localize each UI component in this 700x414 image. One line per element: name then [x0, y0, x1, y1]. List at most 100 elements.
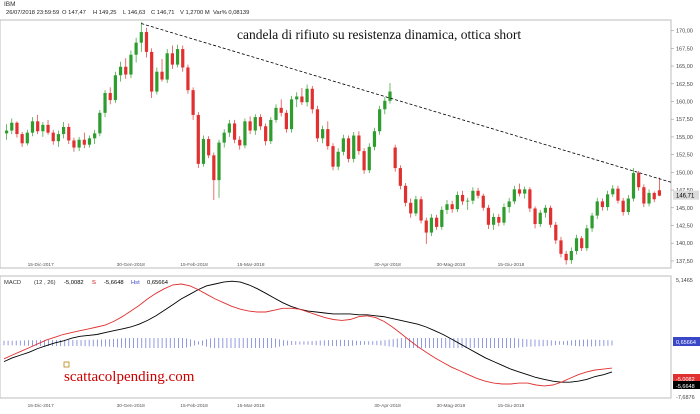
candle-body [497, 216, 501, 223]
candle [150, 48, 154, 98]
candle-body [367, 146, 371, 171]
macd-line [3, 280, 613, 383]
candle-body [357, 135, 361, 152]
candle [144, 27, 149, 58]
macd-value: -5,0082 [64, 280, 84, 286]
candle-body [310, 88, 314, 110]
candle-body [440, 209, 444, 227]
candle-body [217, 142, 221, 181]
candle-body [569, 250, 573, 261]
price-y-tick-label: 137,50 [676, 259, 693, 265]
candle-body [274, 107, 278, 120]
candle [108, 87, 112, 105]
candle [631, 168, 636, 202]
candle [595, 197, 599, 220]
candle [93, 129, 97, 144]
macd-x-tick-label: 15-Dic-2017 [28, 403, 54, 409]
candle-body [637, 173, 641, 188]
candle [4, 124, 9, 140]
candle [445, 199, 449, 215]
candle [191, 87, 195, 120]
last-price-tag: 146,71 [673, 190, 699, 200]
price-y-tick-label: 165,00 [676, 64, 693, 70]
header-datetime: 26/07/2018 23:59:59 [6, 10, 59, 16]
candle [398, 165, 402, 190]
candle [605, 190, 610, 211]
resistance-trendline [141, 23, 672, 183]
macd-y-tick-label: 0,65664 [676, 340, 696, 346]
candle-body [466, 200, 470, 202]
candle-body [25, 132, 29, 144]
candle-body [124, 66, 128, 75]
candle-body [144, 32, 149, 52]
candle-body [590, 215, 594, 229]
candle-body [15, 122, 19, 135]
price-x-tick-label: 15-Feb-2018 [180, 262, 208, 268]
macd-value-tag-bg [673, 374, 700, 382]
candle-body [232, 123, 237, 140]
candle [289, 95, 294, 133]
candle [51, 129, 55, 145]
candle [269, 117, 273, 144]
candle [652, 191, 656, 203]
candle [346, 135, 351, 163]
candle [196, 112, 200, 169]
candle-body [574, 238, 579, 251]
candle [580, 236, 584, 251]
candle-body [554, 224, 558, 241]
candle-body [523, 189, 527, 194]
price-x-axis: 15-Dic-2017 30-Gen-2018 15-Feb-2018 15-Mar-… [28, 262, 525, 268]
candle-body [388, 91, 392, 101]
macd-x-tick-label: 30-Apr-2018 [374, 403, 401, 409]
candle-body [435, 217, 439, 227]
candle [637, 170, 641, 191]
macd-value-tag-bg [673, 381, 700, 389]
candle-body [585, 228, 589, 249]
candle-body [538, 212, 542, 225]
price-x-tick-label: 15-Dic-2017 [28, 262, 54, 268]
price-y-tick-label: 150,00 [676, 170, 693, 176]
candle [429, 214, 434, 237]
candle [450, 200, 454, 213]
macd-params: (12 , 26) [34, 280, 56, 286]
candle [279, 99, 283, 117]
price-panel-frame [0, 19, 672, 269]
candle [274, 104, 278, 123]
candle [232, 119, 237, 144]
candle-body [248, 121, 252, 131]
header-readout: 26/07/2018 23:59:59 O 147,47 H 149,25 L … [6, 10, 249, 16]
price-candles [4, 22, 662, 265]
candle-body [450, 204, 454, 210]
candle-body [471, 190, 475, 201]
candle-body [258, 117, 263, 127]
candle [67, 123, 71, 144]
candle [41, 122, 45, 137]
candle-body [284, 112, 288, 130]
candle-body [647, 192, 651, 204]
macd-title: MACD [4, 280, 21, 286]
candle [657, 177, 662, 197]
macd-x-tick-label: 30-Mag-2018 [437, 403, 466, 409]
candle [222, 129, 226, 148]
macd-hist-label: Hst [131, 280, 140, 286]
candle-body [289, 99, 294, 130]
candle-body [424, 220, 428, 233]
candle-body [419, 199, 423, 221]
candle-body [455, 195, 459, 210]
candle-body [191, 90, 195, 115]
macd-signal-value: -5,6648 [104, 280, 124, 286]
macd-histogram [3, 338, 613, 348]
candle-body [160, 71, 164, 80]
price-x-tick-label: 15-Giu-2018 [498, 262, 525, 268]
candle-body [51, 132, 55, 142]
candle [30, 117, 35, 137]
price-y-tick-label: 157,50 [676, 117, 693, 123]
candle-body [196, 114, 200, 164]
candle [383, 97, 387, 115]
price-y-tick-label: 160,00 [676, 99, 693, 105]
chart-annotation: candela di rifiuto su resistenza dinamic… [237, 27, 521, 42]
candle-body [279, 107, 283, 113]
candle-body [175, 49, 180, 65]
price-x-tick-label: 15-Mar-2018 [237, 262, 265, 268]
